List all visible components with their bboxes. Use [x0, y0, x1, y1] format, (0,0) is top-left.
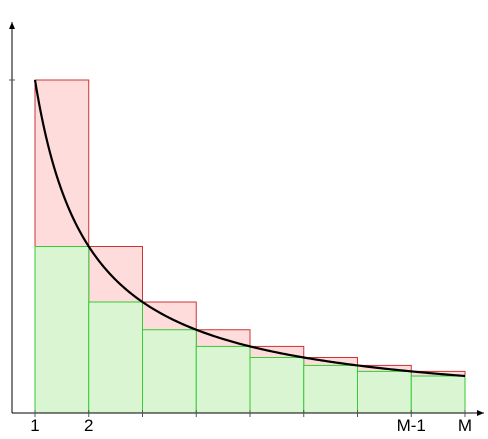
lower-sum-bars-bar-4 [195, 345, 251, 414]
curve-line [33, 79, 466, 378]
y-axis-arrow-icon [9, 22, 15, 29]
x-tick-label: M-1 [397, 416, 426, 434]
lower-sum-bars-bar-7 [357, 370, 412, 414]
lower-sum-bars-bar-8 [410, 375, 466, 414]
x-tick-label: 2 [84, 416, 93, 434]
ticks-layer [9, 79, 466, 417]
x-tick-label: M [458, 416, 472, 434]
lower-sum-bars-bar-5 [249, 356, 305, 414]
x-axis-arrow-icon [477, 410, 484, 416]
lower-sum-bars-bar-2 [88, 301, 143, 414]
x-tick-label: 1 [30, 416, 39, 434]
curve-layer [33, 79, 466, 378]
lower-sum-bars-bar-1 [34, 246, 90, 414]
axes-layer [9, 22, 484, 416]
lower-sum-bars-bar-3 [142, 329, 197, 414]
bars-layer [34, 79, 466, 414]
labels-layer: 1 2 M-1 M [30, 416, 472, 435]
lower-sum-bars-bar-6 [303, 364, 358, 414]
